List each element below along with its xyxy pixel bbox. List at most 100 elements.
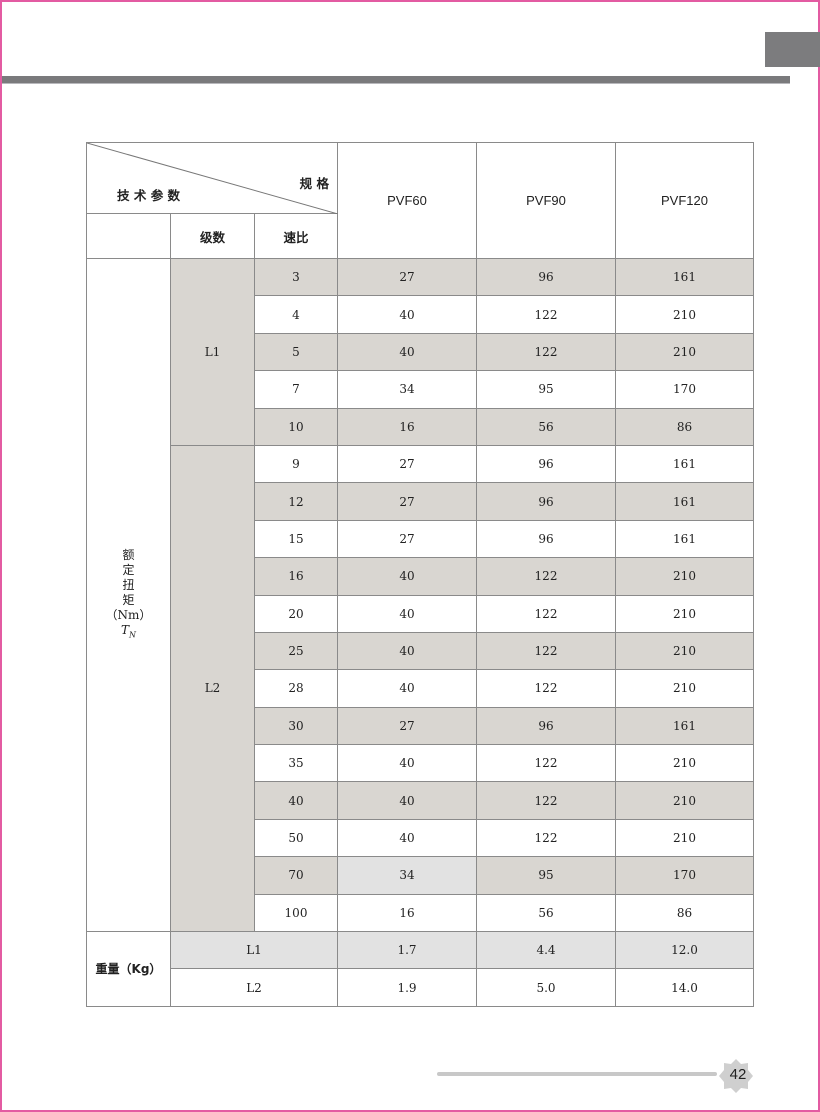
spec-table: 规 格 技 术 参 数 PVF60 PVF90 PVF120 级数 速比 额定扭…: [86, 142, 754, 1007]
table-row: 5 40 122 210: [87, 332, 754, 372]
torque-label-char: 扭: [122, 577, 135, 592]
torque-value: 122: [476, 557, 616, 596]
ratio-cell: 28: [254, 669, 338, 708]
torque-value: 210: [615, 332, 754, 372]
torque-label-char: （Nm）: [105, 607, 152, 622]
torque-value: 210: [615, 818, 754, 858]
page-number: 42: [729, 1066, 747, 1083]
tech-params-label: 技 术 参 数: [117, 188, 181, 203]
torque-value: 122: [476, 669, 616, 708]
torque-value: 27: [337, 482, 477, 521]
model-header: PVF60: [337, 142, 477, 259]
torque-value: 122: [476, 295, 616, 334]
torque-value: 16: [337, 407, 477, 446]
torque-value: 40: [337, 669, 477, 708]
stage-cell: L1: [170, 258, 255, 446]
torque-value: 40: [337, 818, 477, 858]
torque-value: 210: [615, 781, 754, 820]
table-row: 28 40 122 210: [87, 669, 754, 708]
stage-cell: L2: [170, 444, 255, 933]
torque-value: 96: [476, 482, 616, 521]
ratio-header: 速比: [254, 213, 338, 259]
table-row: 额定扭矩（Nm） TN L1 3 27 96 161: [86, 257, 754, 933]
torque-value: 161: [615, 519, 754, 559]
symbol: T: [120, 622, 129, 637]
torque-symbol: TN: [87, 623, 170, 642]
table-row: 16 40 122 210: [87, 557, 754, 596]
torque-value: 161: [615, 706, 754, 746]
weight-value: 14.0: [615, 968, 754, 1007]
table-row: 12 27 96 161: [87, 482, 754, 521]
table-row: 100 16 56 86: [87, 893, 754, 933]
weight-stage: L1: [170, 931, 338, 970]
torque-value: 16: [337, 893, 477, 933]
model-header: PVF120: [615, 142, 754, 259]
torque-value: 210: [615, 631, 754, 671]
ratio-cell: 4: [254, 295, 338, 334]
model-header: PVF90: [476, 142, 616, 259]
torque-value: 40: [337, 594, 477, 633]
weight-value: 5.0: [476, 968, 616, 1007]
torque-value: 27: [337, 706, 477, 746]
chapter-tab: [765, 32, 820, 67]
ratio-cell: 70: [254, 856, 338, 895]
footer-line: [437, 1072, 717, 1076]
table-row: 35 40 122 210: [87, 744, 754, 783]
weight-value: 12.0: [615, 931, 754, 970]
weight-row: 重量（Kg） L1 1.7 4.4 12.0: [86, 931, 754, 1007]
table-row: L2 9 27 96 161: [87, 444, 754, 933]
torque-value: 40: [337, 781, 477, 820]
corner-header: 规 格 技 术 参 数: [86, 142, 338, 214]
weight-row: L2 1.9 5.0 14.0: [87, 968, 754, 1007]
weight-value: 4.4: [476, 931, 616, 970]
torque-value: 122: [476, 744, 616, 783]
torque-value: 122: [476, 781, 616, 820]
ratio-cell: 35: [254, 744, 338, 783]
ratio-cell: 10: [254, 407, 338, 446]
weight-value: 1.9: [337, 968, 477, 1007]
torque-value: 40: [337, 332, 477, 372]
torque-value: 170: [615, 856, 754, 895]
weight-label: 重量（Kg）: [86, 931, 171, 1007]
ratio-cell: 15: [254, 519, 338, 559]
torque-value: 161: [615, 482, 754, 521]
torque-value: 122: [476, 332, 616, 372]
torque-label-char: 矩: [122, 592, 135, 607]
rated-torque-label: 额定扭矩（Nm） TN: [86, 257, 171, 933]
torque-value: 40: [337, 557, 477, 596]
torque-value: 56: [476, 407, 616, 446]
torque-value: 122: [476, 818, 616, 858]
table-row: 30 27 96 161: [87, 706, 754, 746]
torque-value: 40: [337, 295, 477, 334]
torque-value: 86: [615, 893, 754, 933]
table-row: 15 27 96 161: [87, 519, 754, 559]
ratio-cell: 5: [254, 332, 338, 372]
torque-value: 95: [476, 856, 616, 895]
torque-value: 210: [615, 557, 754, 596]
torque-value: 96: [476, 519, 616, 559]
empty-header-cell: [86, 213, 171, 259]
torque-value: 40: [337, 631, 477, 671]
ratio-cell: 20: [254, 594, 338, 633]
torque-value: 161: [615, 444, 754, 484]
torque-value: 210: [615, 594, 754, 633]
torque-value: 122: [476, 594, 616, 633]
torque-value: 27: [337, 519, 477, 559]
ratio-cell: 3: [254, 257, 338, 297]
header-bar: [2, 76, 790, 84]
weight-stage: L2: [170, 968, 338, 1007]
ratio-cell: 40: [254, 781, 338, 820]
torque-value: 95: [476, 370, 616, 409]
torque-value: 122: [476, 631, 616, 671]
torque-value: 96: [476, 444, 616, 484]
torque-value: 34: [337, 856, 477, 895]
torque-value: 210: [615, 744, 754, 783]
ratio-cell: 12: [254, 482, 338, 521]
torque-label-char: 额: [122, 547, 135, 562]
torque-value: 40: [337, 744, 477, 783]
torque-value: 56: [476, 893, 616, 933]
torque-label-char: 定: [122, 562, 135, 577]
torque-value: 86: [615, 407, 754, 446]
ratio-cell: 50: [254, 818, 338, 858]
torque-value: 170: [615, 370, 754, 409]
